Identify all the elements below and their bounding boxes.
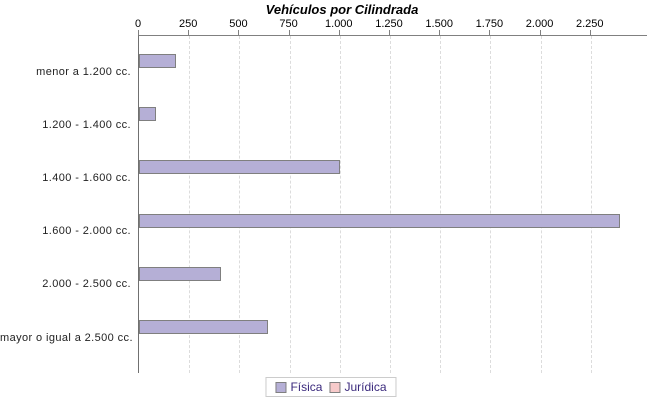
axis-tick (439, 30, 441, 35)
axis-tick (539, 30, 541, 35)
y-category-label: menor a 1.200 cc. (36, 65, 131, 78)
x-tick-label: 250 (179, 18, 198, 30)
axis-tick (138, 30, 139, 35)
axis-tick (589, 30, 591, 35)
x-tick-label: 1.000 (325, 18, 353, 30)
legend-label: Jurídica (344, 380, 387, 394)
gridline (490, 36, 492, 373)
gridline (339, 36, 341, 373)
gridline (239, 36, 241, 373)
y-category-label: 1.200 - 1.400 cc. (42, 118, 131, 131)
legend: Física Jurídica (265, 377, 397, 397)
axis-tick (388, 30, 390, 35)
x-tick-label: 0 (134, 18, 142, 30)
plot-area (138, 35, 647, 373)
y-category-label: 1.600 - 2.000 cc. (42, 225, 131, 238)
x-tick-label: 1.500 (425, 18, 453, 30)
bar-fisica (139, 107, 157, 122)
axis-tick (238, 30, 240, 35)
axis-tick (489, 30, 491, 35)
x-tick-label: 1.250 (375, 18, 403, 30)
legend-item: Física (275, 380, 322, 394)
bar-fisica (139, 319, 268, 334)
y-category-label: mayor o igual a 2.500 cc. (0, 331, 133, 344)
axis-tick (288, 30, 290, 35)
gridline (389, 36, 391, 373)
y-category-label: 1.400 - 1.600 cc. (42, 172, 131, 184)
axis-tick (338, 30, 340, 35)
gridline (590, 36, 592, 373)
bar-fisica (139, 213, 620, 228)
x-tick-label: 1.750 (475, 18, 504, 30)
legend-swatch-icon (329, 381, 341, 393)
x-tick-label: 500 (229, 18, 248, 30)
gridline (189, 36, 191, 373)
legend-item: Jurídica (329, 380, 387, 394)
gridline (289, 36, 291, 373)
axis-tick (188, 30, 190, 35)
bar-fisica (139, 54, 177, 68)
x-tick-label: 750 (279, 18, 298, 30)
legend-label: Física (290, 380, 323, 394)
bar-row (139, 259, 647, 312)
x-tick-label: 2.250 (576, 18, 604, 30)
gridline (540, 36, 542, 373)
legend-swatch-icon (275, 381, 287, 393)
bars (139, 46, 647, 365)
bar-row (139, 46, 647, 99)
chart-title: Vehículos por Cilindrada (265, 2, 419, 17)
gridline (440, 36, 442, 373)
bar-fisica (139, 160, 340, 175)
x-tick-label: 2.000 (525, 18, 554, 30)
bar-row (139, 99, 647, 152)
bar-row (139, 206, 647, 259)
bar-row (139, 312, 647, 365)
y-category-label: 2.000 - 2.500 cc. (42, 278, 131, 291)
bar-row (139, 152, 647, 205)
bar-fisica (139, 266, 222, 281)
